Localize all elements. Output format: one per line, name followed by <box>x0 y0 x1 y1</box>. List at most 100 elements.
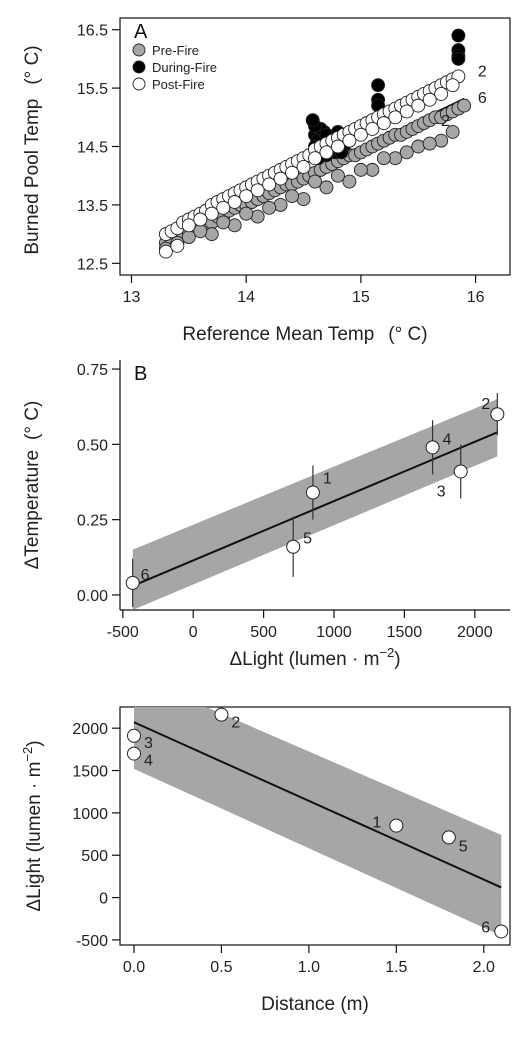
data-point-pre-fire <box>296 192 311 207</box>
plot-frame <box>119 706 511 946</box>
x-tick-label: 2.0 <box>473 959 495 976</box>
data-point-pre-fire <box>330 168 345 183</box>
data-point-post-fire <box>308 151 322 166</box>
data-point-pre-fire <box>216 215 231 230</box>
x-tick-label: 2000 <box>457 624 493 641</box>
data-point <box>441 830 456 845</box>
legend-label: Post-Fire <box>152 77 205 92</box>
data-point <box>126 746 141 761</box>
data-point-post-fire <box>365 122 380 136</box>
data-point-during-fire <box>451 28 466 43</box>
x-tick-label: 16 <box>467 289 485 306</box>
point-label: 5 <box>459 838 468 855</box>
data-point-post-fire <box>319 145 334 160</box>
point-label: 2 <box>481 396 490 413</box>
y-tick-label: 2000 <box>72 721 108 738</box>
x-tick-label: 500 <box>250 624 277 641</box>
data-point <box>453 464 468 479</box>
point-label: 1 <box>323 471 332 488</box>
data-point-pre-fire <box>445 124 460 139</box>
y-tick-label: -500 <box>76 933 108 950</box>
point-label: 3 <box>144 735 153 752</box>
data-point-pre-fire <box>411 139 426 154</box>
y-tick-label: 15.5 <box>77 81 108 98</box>
panel-letter: B <box>134 363 147 385</box>
data-point-post-fire <box>388 110 403 125</box>
x-tick-label: 15 <box>352 289 370 306</box>
y-tick-label: 13.5 <box>77 198 108 215</box>
legend-marker <box>132 43 146 57</box>
point-label: 3 <box>437 483 446 500</box>
y-axis-label-sup: −2 <box>20 747 35 762</box>
y-tick-label: 0.25 <box>77 513 108 530</box>
y-axis-label: ΔTemperature (° C) <box>22 401 43 570</box>
data-point-pre-fire <box>227 218 242 233</box>
data-point-post-fire <box>158 244 173 259</box>
point-label: 5 <box>303 531 312 548</box>
point-label: 4 <box>144 753 153 770</box>
data-point-pre-fire <box>262 200 277 215</box>
data-point-pre-fire <box>193 224 208 239</box>
data-point <box>126 728 141 743</box>
point-label: 6 <box>481 919 490 936</box>
y-tick-label: 14.5 <box>77 140 108 157</box>
x-axis-label-text: ΔLight (lumen · m <box>229 649 379 670</box>
legend-label: Pre-Fire <box>152 43 199 58</box>
data-point-during-fire <box>305 113 320 128</box>
line-label: 6 <box>478 90 487 107</box>
y-tick-label: 1000 <box>72 806 108 823</box>
data-point-pre-fire <box>353 162 368 177</box>
panel-b: -500 0 500 1000 1500 2000 0.00 0.25 0.50 0.75 B 1 2 3… <box>22 360 510 670</box>
data-point-post-fire <box>227 195 242 209</box>
y-tick-label: 0.50 <box>77 437 108 454</box>
y-axis-label-close: ) <box>24 740 45 746</box>
y-tick-label: 0.00 <box>77 588 108 605</box>
data-point-during-fire <box>451 51 466 66</box>
y-axis-label-text: ΔTemperature <box>22 450 43 569</box>
y-tick-label: 16.5 <box>77 23 108 40</box>
data-point-post-fire <box>239 189 254 204</box>
data-point-post-fire <box>296 159 311 174</box>
point-label: 1 <box>372 815 381 832</box>
data-point-post-fire <box>330 139 345 154</box>
y-axis-unit: (° C) <box>22 45 43 84</box>
data-point-post-fire <box>204 206 219 221</box>
line-label: 2 <box>478 64 487 81</box>
point-label: 2 <box>231 715 240 732</box>
data-point-post-fire <box>353 127 368 142</box>
data-point <box>286 539 301 554</box>
data-point-post-fire <box>181 218 196 233</box>
data-point-post-fire <box>273 171 288 186</box>
x-tick-label: 13 <box>123 289 141 306</box>
y-tick-label: 12.5 <box>77 256 108 273</box>
y-axis-label-text: Burned Pool Temp <box>22 99 43 255</box>
y-tick-label: 0.75 <box>77 362 108 379</box>
x-tick-label: 1.5 <box>385 959 407 976</box>
data-point-pre-fire <box>422 136 437 151</box>
data-point-post-fire <box>262 177 277 192</box>
data-point-pre-fire <box>204 227 219 242</box>
data-point-pre-fire <box>273 197 288 212</box>
data-point-pre-fire <box>239 206 254 221</box>
data-point-post-fire <box>376 116 391 131</box>
regression-line <box>132 431 498 587</box>
legend-marker <box>132 60 146 74</box>
data-point-pre-fire <box>376 151 391 166</box>
line-label: 2 <box>441 113 450 130</box>
panel-a: 13 14 15 16 12.5 13.5 14.5 15.5 16.5 A 2 6 2 Pre-Fire… <box>22 17 511 345</box>
y-axis-label: Burned Pool Temp (° C) <box>22 45 43 254</box>
panel-c: 0.00.51.01.52.0-5000500100015002000C1234… <box>20 706 511 1015</box>
legend-label: During-Fire <box>152 60 217 75</box>
confidence-band <box>132 399 498 610</box>
data-point-post-fire <box>250 183 265 198</box>
y-axis-label: ΔLight (lumen · m−2) <box>20 740 45 911</box>
data-point-post-fire <box>285 165 300 180</box>
data-point <box>125 575 140 590</box>
data-point-post-fire <box>434 86 449 101</box>
data-point-post-fire <box>170 238 185 253</box>
data-point <box>425 440 440 455</box>
data-point-post-fire <box>399 104 414 119</box>
x-axis-label: Reference Mean Temp (° C) <box>182 324 427 345</box>
x-axis-label: ΔLight (lumen · m−2) <box>229 645 400 670</box>
